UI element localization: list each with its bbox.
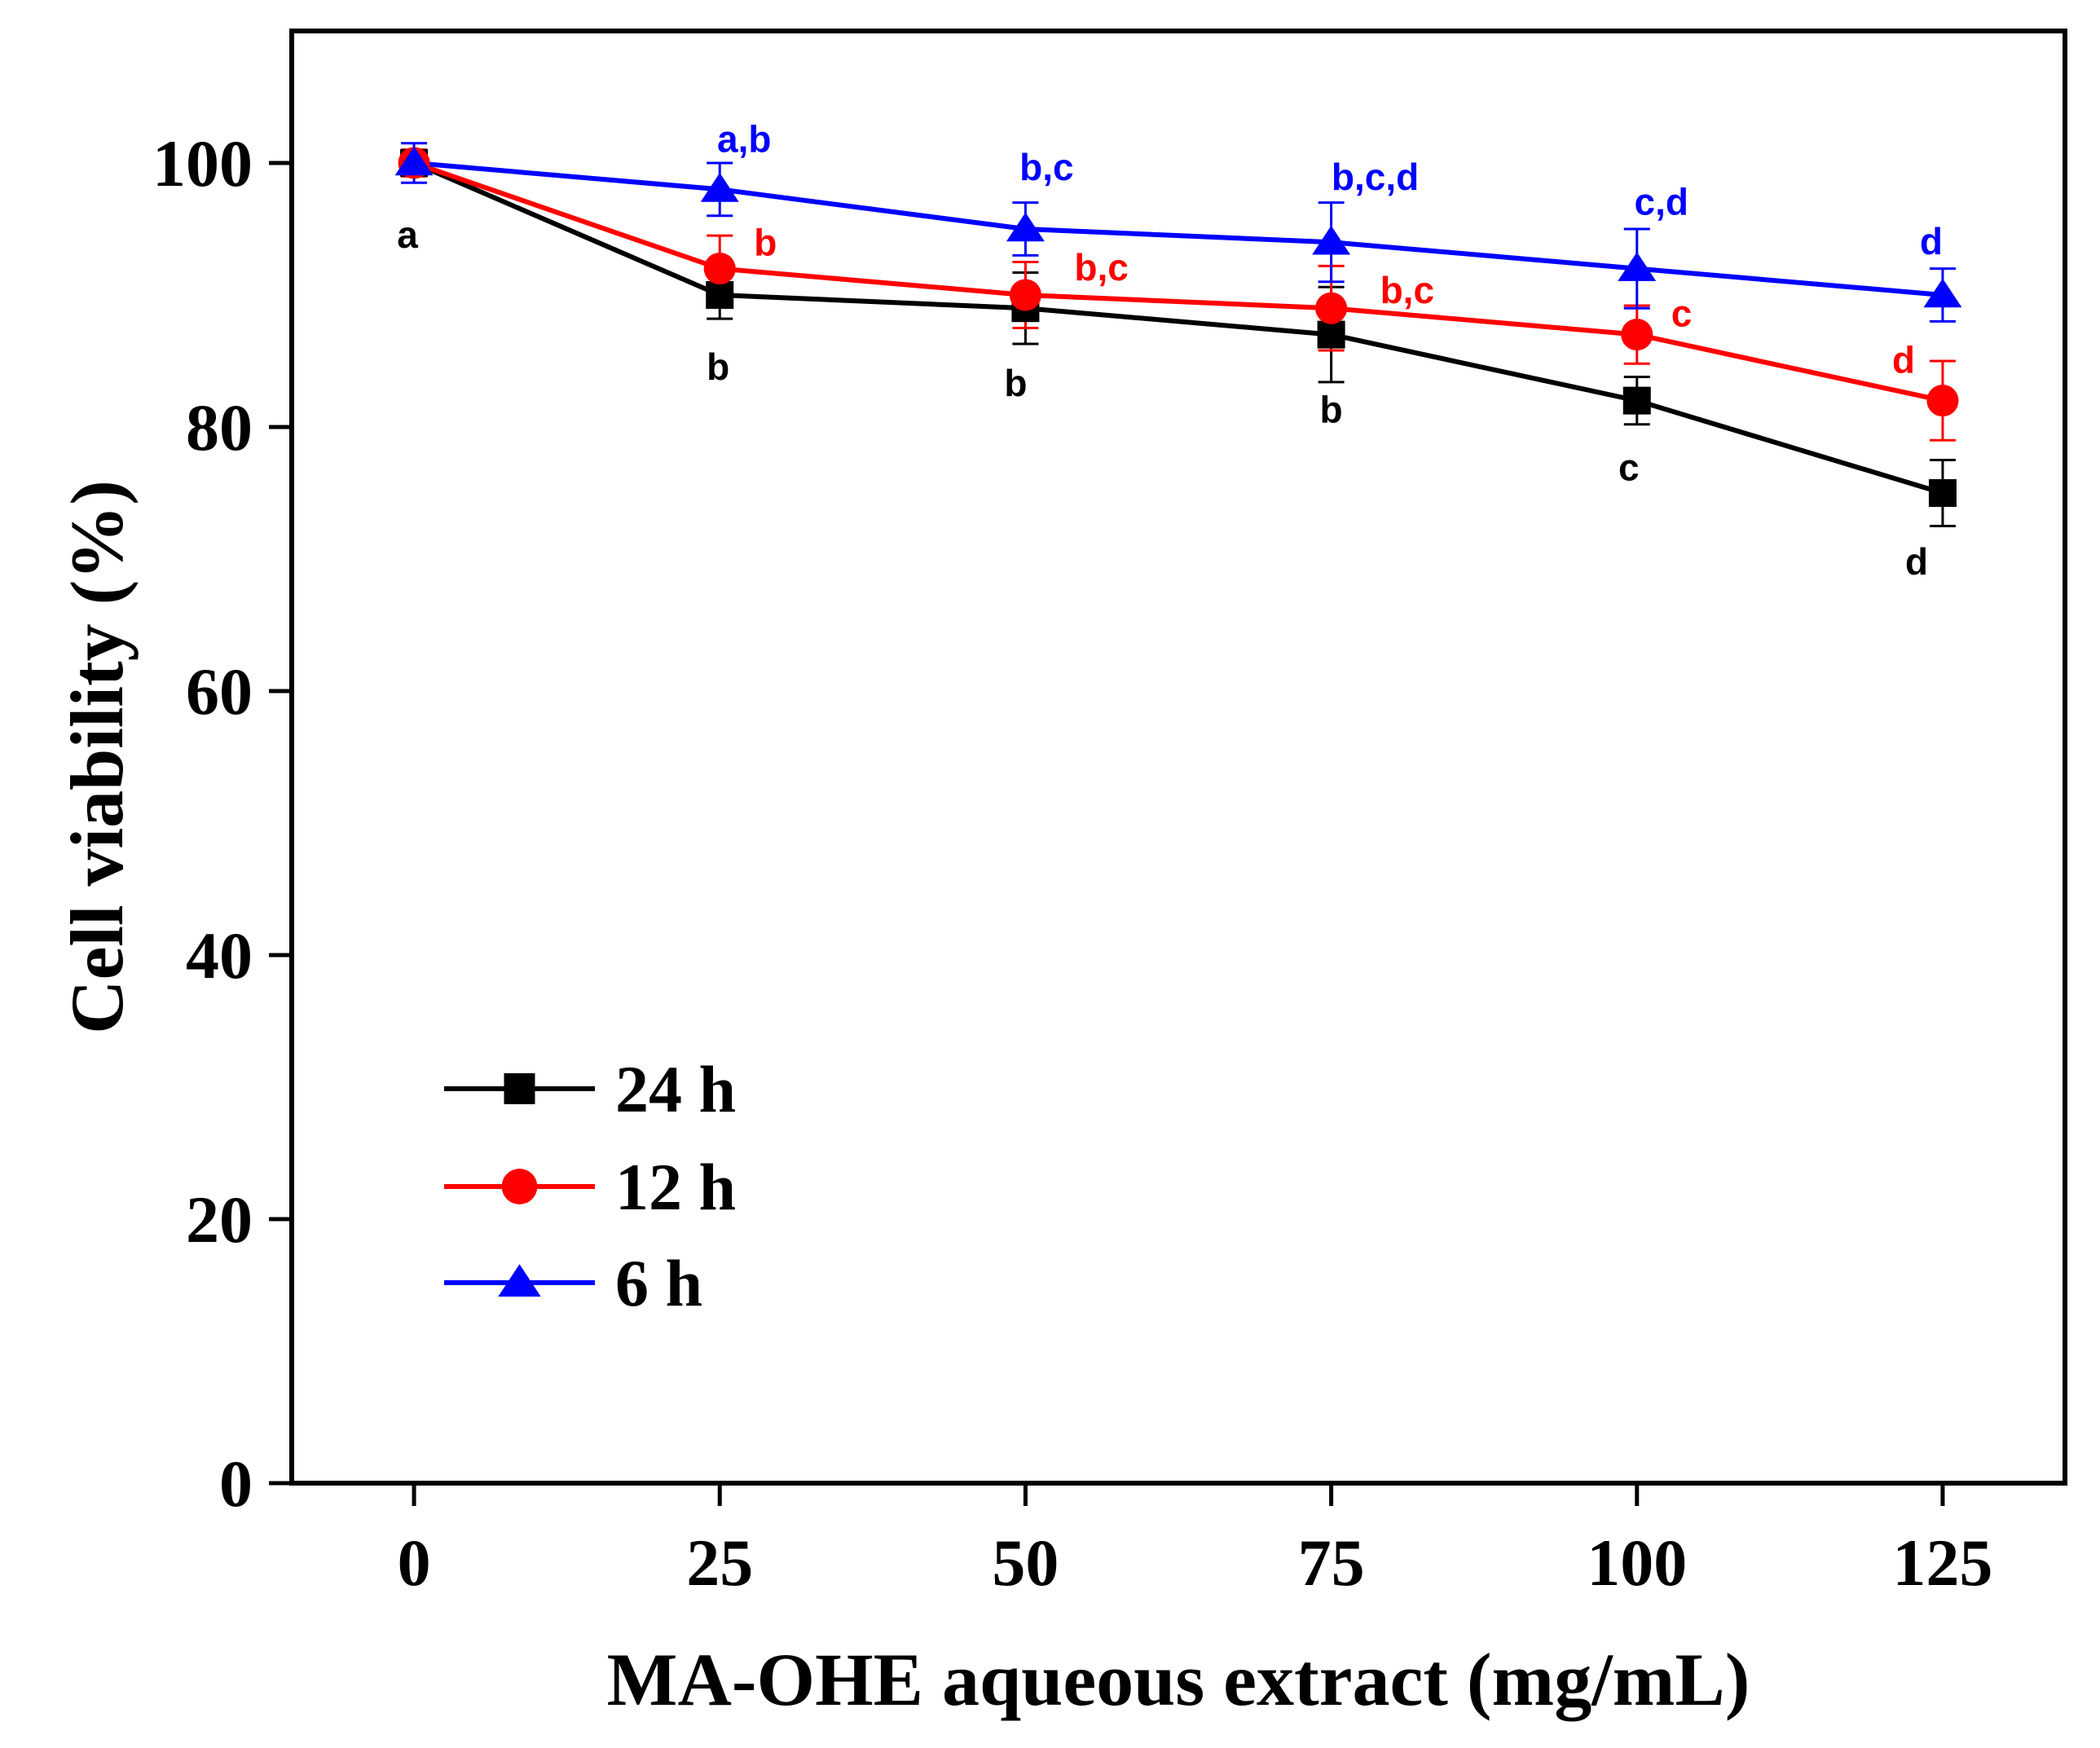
legend: 24 h 12 h 6 h [444, 1052, 736, 1320]
data-point [703, 253, 736, 285]
y-tick-label: 0 [219, 1446, 253, 1521]
data-point [706, 281, 734, 309]
significance-label: d [1905, 540, 1928, 583]
x-tick-label: 0 [398, 1526, 431, 1600]
legend-marker [498, 1264, 541, 1297]
series-line [413, 161, 1944, 403]
significance-label: b,c [1380, 269, 1434, 311]
significance-label: c [1618, 447, 1640, 489]
y-tick-label: 60 [186, 654, 253, 729]
legend-marker [501, 1169, 538, 1204]
data-point [1009, 279, 1041, 311]
significance-label: a,b [717, 117, 771, 160]
series-line [412, 161, 1944, 495]
data-point [1923, 278, 1962, 308]
data-point [1315, 292, 1348, 324]
significance-label: b [1004, 362, 1027, 404]
data-point [1621, 319, 1653, 351]
series-markers [394, 146, 1962, 507]
data-point [1928, 479, 1957, 507]
data-point [1926, 385, 1959, 417]
legend-label: 24 h [615, 1052, 736, 1126]
x-tick-label: 50 [992, 1526, 1059, 1600]
significance-label: b,c,d [1332, 156, 1419, 198]
data-point [1618, 252, 1657, 281]
data-point [700, 173, 739, 202]
significance-label: b [1320, 389, 1343, 431]
legend-label: 6 h [615, 1246, 702, 1320]
data-point [394, 146, 434, 176]
significance-label: b [754, 222, 777, 264]
x-tick-label: 125 [1892, 1526, 1992, 1600]
y-axis-title: Cell viability (%) [55, 480, 139, 1034]
plot-frame [289, 29, 2067, 1486]
axes: 0 25 50 75 100 125 0 20 40 60 80 100 [152, 126, 1992, 1600]
significance-label: c,d [1635, 181, 1688, 223]
error-bars [401, 142, 1956, 527]
significance-label: d [1920, 220, 1943, 262]
series-lines [412, 161, 1944, 495]
x-axis-title: MA-OHE aqueous extract (mg/mL) [607, 1638, 1750, 1721]
x-tick-label: 75 [1298, 1526, 1365, 1600]
significance-label: a [397, 214, 418, 256]
y-tick-label: 80 [186, 390, 253, 465]
y-tick-label: 40 [186, 918, 253, 993]
significance-label: b,c [1074, 246, 1128, 288]
data-point [1312, 225, 1351, 255]
significance-label: d [1892, 339, 1915, 381]
x-tick-label: 25 [686, 1526, 753, 1600]
significance-label: b [707, 346, 729, 388]
y-tick-label: 20 [186, 1182, 253, 1257]
significance-annotations: a b b b c d b b,c b,c c d a,b b,c b,c,d c,d d [397, 117, 1943, 583]
x-tick-label: 100 [1587, 1526, 1687, 1600]
significance-label: b,c [1019, 146, 1073, 188]
legend-label: 12 h [615, 1150, 736, 1224]
significance-label: c [1671, 293, 1693, 335]
data-point [1006, 212, 1045, 242]
legend-marker [504, 1073, 535, 1104]
y-tick-label: 100 [152, 126, 253, 200]
data-point [1317, 320, 1345, 349]
data-point [1622, 386, 1651, 415]
series-line [413, 161, 1944, 297]
